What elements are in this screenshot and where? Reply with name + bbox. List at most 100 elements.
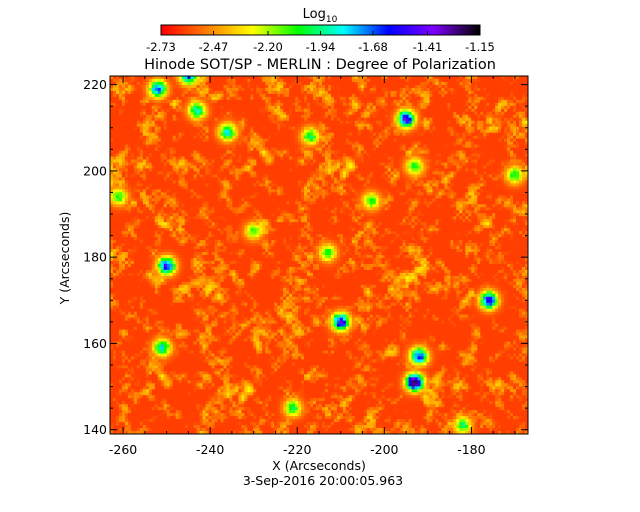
heatmap-cell [253,76,257,80]
heatmap-cell [142,171,147,175]
heatmap-cell [220,129,224,134]
heatmap-cell [169,105,174,110]
heatmap-cell [247,153,251,157]
heatmap-cell [501,162,505,166]
heatmap-cell [522,123,526,128]
heatmap-cell [175,99,180,104]
heatmap-cell [333,168,338,172]
heatmap-cell [525,90,529,95]
heatmap-cell [519,168,523,172]
heatmap-cell [333,108,338,113]
heatmap-cell [360,144,365,148]
heatmap-cell [298,126,302,131]
heatmap-cell [217,105,221,110]
heatmap-cell [435,144,439,148]
colorbar-cell [384,25,387,35]
heatmap-cell [292,126,296,131]
heatmap-cell [268,150,272,154]
heatmap-cell [516,108,520,113]
heatmap-cell [112,177,117,181]
heatmap-cell [495,114,499,119]
heatmap-cell [313,132,317,137]
heatmap-cell [510,96,514,101]
heatmap-cell [396,76,400,80]
heatmap-cell [112,81,117,86]
heatmap-cell [229,132,233,137]
heatmap-cell [136,132,141,137]
heatmap-cell [118,108,123,113]
heatmap-cell [226,87,230,92]
heatmap-cell [381,108,386,113]
colorbar-cell [161,25,164,35]
heatmap-cell [387,150,392,154]
heatmap-cell [256,78,260,83]
heatmap-cell [486,102,490,107]
heatmap-cell [199,111,203,116]
heatmap-cell [435,114,439,119]
heatmap-cell [271,87,275,92]
heatmap-cell [492,99,496,104]
heatmap-cell [319,174,323,178]
heatmap-cell [507,105,511,110]
heatmap-cell [247,111,251,116]
heatmap-cell [402,159,406,163]
heatmap-cell [310,156,314,160]
heatmap-cell [145,123,150,128]
heatmap-cell [357,111,362,116]
heatmap-cell [250,99,254,104]
heatmap-cell [489,114,493,119]
heatmap-cell [289,76,293,80]
heatmap-cell [333,76,338,80]
heatmap-cell [354,108,359,113]
colorbar-cell [192,25,196,35]
heatmap-cell [522,138,526,142]
heatmap-cell [411,120,415,125]
heatmap-cell [169,138,174,142]
heatmap-cell [292,102,296,107]
heatmap-cell [214,81,218,86]
heatmap-cell [208,108,212,113]
heatmap-cell [513,123,517,128]
heatmap-cell [513,93,517,98]
heatmap-cell [136,141,141,145]
heatmap-cell [292,96,296,101]
heatmap-cell [327,78,332,83]
heatmap-cell [151,171,156,175]
heatmap-cell [205,135,209,139]
heatmap-cell [160,102,165,107]
heatmap-cell [360,162,365,166]
heatmap-cell [157,117,162,122]
heatmap-cell [477,102,481,107]
heatmap-cell [130,126,135,131]
heatmap-cell [351,153,356,157]
heatmap-cell [450,171,454,175]
heatmap-cell [363,171,368,175]
colorbar-cell [172,25,176,35]
heatmap-cell [292,108,296,113]
heatmap-cell [139,81,144,86]
heatmap-cell [495,135,499,139]
heatmap-cell [366,96,371,101]
heatmap-cell [319,99,323,104]
heatmap-cell [525,126,529,131]
heatmap-cell [247,90,251,95]
heatmap-cell [208,171,212,175]
heatmap-cell [321,150,326,154]
heatmap-cell [196,138,200,142]
heatmap-cell [390,135,394,139]
heatmap-cell [235,105,239,110]
heatmap-cell [444,84,448,89]
heatmap-cell [250,76,254,80]
heatmap-cell [492,114,496,119]
heatmap-cell [507,87,511,92]
heatmap-cell [495,105,499,110]
heatmap-cell [378,111,383,116]
heatmap-cell [396,93,400,98]
heatmap-cell [366,108,371,113]
heatmap-cell [426,174,430,178]
heatmap-cell [112,126,117,131]
heatmap-cell [196,76,200,80]
heatmap-cell [459,153,463,157]
heatmap-cell [110,111,114,116]
heatmap-cell [435,156,439,160]
